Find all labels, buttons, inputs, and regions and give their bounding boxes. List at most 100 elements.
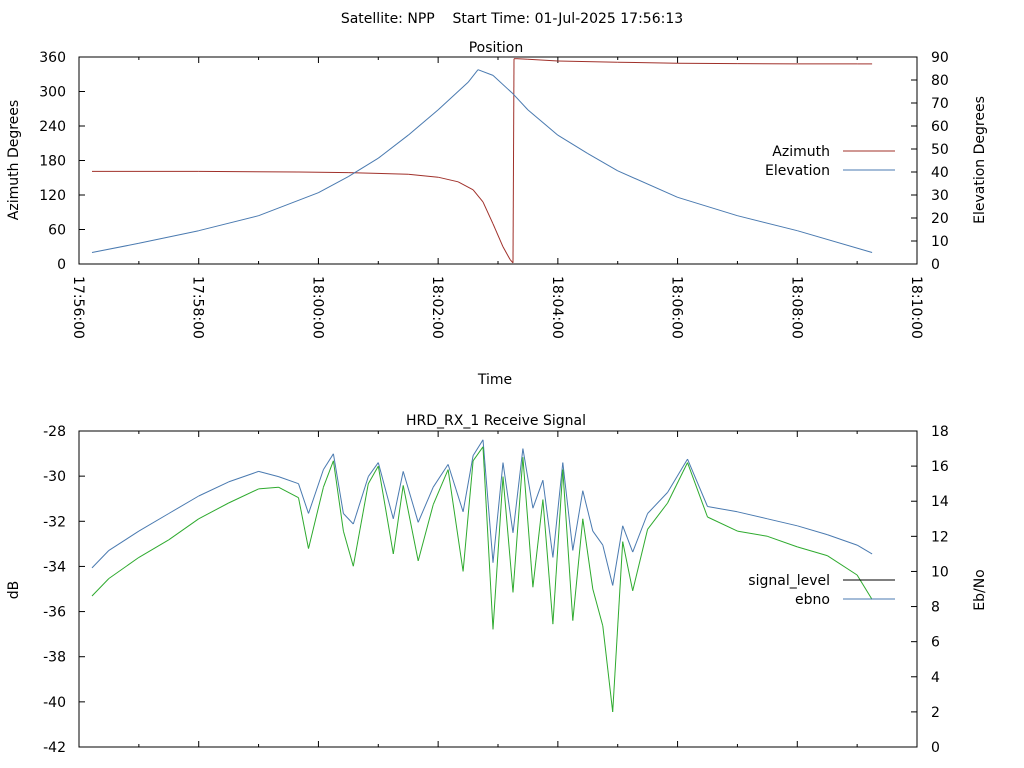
position-legend: Azimuth Elevation (765, 144, 895, 179)
series-segment (737, 530, 768, 537)
series-segment (322, 460, 334, 488)
x-tick-label: 17:58:00 (190, 276, 206, 339)
series-segment (138, 539, 170, 558)
series-segment (687, 462, 708, 518)
series-segment (827, 534, 858, 546)
y-tick-label: 180 (39, 154, 66, 170)
series-segment (258, 470, 279, 478)
y2-tick-label: 90 (931, 50, 949, 66)
series-segment (437, 176, 459, 183)
series-segment (417, 504, 434, 562)
y2-tick-label: 10 (931, 564, 949, 580)
series-segment (447, 469, 464, 572)
y-tick-label: 360 (39, 50, 66, 66)
signal-title: HRD_RX_1 Receive Signal (406, 413, 586, 429)
y-tick-label: 0 (57, 257, 66, 273)
series-segment (707, 506, 738, 513)
series-segment (532, 480, 544, 509)
series-segment (308, 487, 324, 549)
series-segment (298, 171, 349, 174)
series-segment (502, 462, 514, 533)
y2-tick-label: 50 (931, 142, 949, 158)
series-segment (527, 58, 558, 62)
series-segment (797, 230, 873, 253)
series-segment (512, 457, 524, 593)
series-segment (472, 439, 484, 456)
series-segment (622, 541, 634, 591)
series-segment (552, 469, 564, 625)
series-segment (377, 134, 409, 159)
series-segment (826, 555, 858, 576)
series-segment (298, 497, 309, 549)
series-segment (348, 172, 409, 175)
series-segment (342, 530, 354, 567)
series-segment (91, 242, 139, 253)
series-segment (407, 109, 439, 136)
series-segment (168, 518, 199, 541)
series-segment (472, 189, 484, 203)
x-tick-label: 18:04:00 (549, 276, 565, 339)
series-segment (377, 466, 394, 554)
series-segment (509, 259, 514, 264)
series-segment (622, 525, 634, 553)
y2-tick-label: 8 (931, 600, 940, 616)
series-segment (512, 448, 524, 533)
x-tick-label: 17:56:00 (70, 276, 86, 339)
legend-label-azimuth: Azimuth (772, 144, 830, 160)
y2-tick-label: 18 (931, 424, 949, 440)
y-tick-label: 300 (39, 85, 66, 101)
series-segment (278, 486, 299, 499)
series-segment (647, 492, 668, 514)
series-segment (492, 476, 504, 630)
series-segment (447, 464, 464, 512)
series-segment (258, 486, 279, 490)
series-segment (797, 525, 828, 536)
series-segment (612, 525, 624, 586)
legend-label-signal-level: signal_level (748, 573, 830, 589)
series-segment (502, 476, 514, 593)
position-y2-axis-title: Elevation Degrees (972, 96, 988, 224)
y-tick-label: -40 (43, 695, 66, 711)
position-plot-frame (78, 56, 918, 265)
y2-tick-label: 40 (931, 165, 949, 181)
signal-left-ticks: -28 -30 -32 -34 -36 -38 -40 -42 (43, 424, 85, 756)
series-segment (562, 462, 574, 551)
series-segment (402, 485, 419, 561)
series-segment (667, 458, 688, 493)
series-segment (737, 215, 798, 232)
position-x-axis-title: Time (477, 372, 512, 388)
signal-legend: signal_level ebno (748, 573, 895, 608)
series-segment (492, 462, 504, 563)
series-segment (592, 588, 604, 627)
series-segment (198, 170, 299, 173)
y2-tick-label: 80 (931, 73, 949, 89)
series-segment (542, 480, 554, 558)
series-segment (522, 448, 534, 509)
y-tick-label: 120 (39, 188, 66, 204)
series-segment (322, 453, 334, 470)
series-segment (198, 481, 229, 497)
signal-series-ebno (91, 439, 873, 586)
position-series-azimuth (92, 58, 873, 264)
x-tick-label: 18:08:00 (788, 276, 804, 339)
y2-tick-label: 6 (931, 635, 940, 651)
series-segment (467, 69, 479, 83)
series-segment (527, 109, 559, 136)
series-segment (168, 495, 199, 514)
series-segment (332, 460, 344, 532)
position-time-ticks: 17:56:00 17:58:00 18:00:00 18:02:00 18:04:00… (70, 57, 924, 339)
y2-tick-label: 20 (931, 211, 949, 227)
y2-tick-label: 10 (931, 234, 949, 250)
series-segment (617, 170, 678, 198)
signal-time-ticks (78, 431, 918, 747)
position-y-axis-title: Azimuth Degrees (6, 100, 22, 220)
series-segment (377, 462, 394, 519)
series-segment (492, 223, 504, 247)
position-series-elevation (91, 69, 873, 253)
y2-tick-label: 0 (931, 740, 940, 756)
y-tick-label: -42 (43, 740, 66, 756)
series-segment (462, 460, 474, 572)
series-segment (856, 574, 873, 600)
series-segment (482, 446, 494, 630)
y2-tick-label: 12 (931, 529, 949, 545)
